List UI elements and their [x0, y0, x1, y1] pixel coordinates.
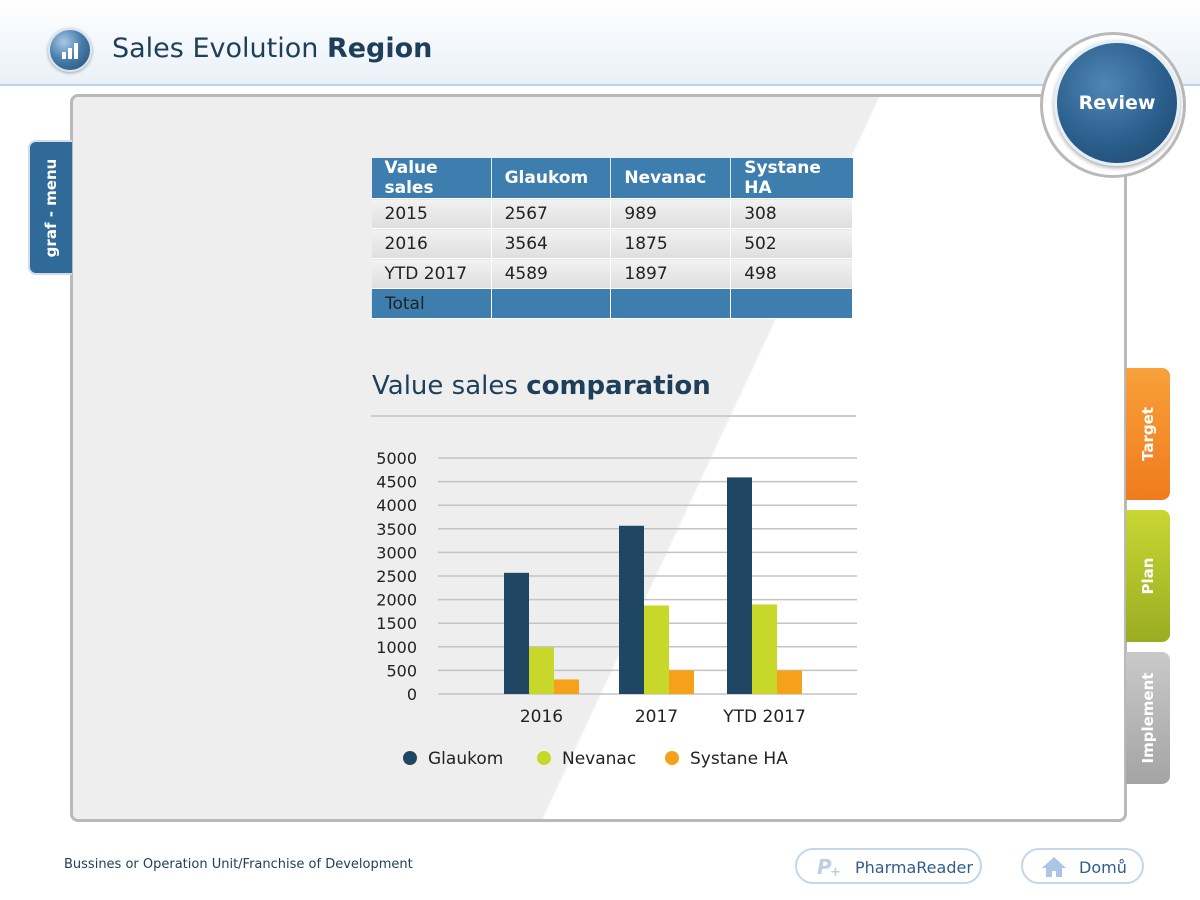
table-row: 2016 3564 1875 502: [371, 228, 853, 259]
table-cell: 502: [730, 228, 853, 259]
bar-nevanac: [752, 604, 777, 694]
y-tick-label: 1500: [376, 614, 417, 633]
tab-plan[interactable]: Plan: [1126, 510, 1170, 642]
bar-nevanac: [529, 647, 554, 694]
legend-swatch: [537, 751, 551, 765]
chart-title-divider: [371, 415, 856, 417]
chart-title-bold: comparation: [526, 371, 711, 401]
x-tick-label: 2016: [520, 707, 563, 727]
header-bar: Sales Evolution Region: [0, 0, 1200, 86]
x-tick-label: YTD 2017: [722, 707, 806, 727]
table-cell: YTD 2017: [371, 258, 492, 289]
y-tick-label: 5000: [376, 449, 417, 468]
table-cell: 308: [730, 198, 853, 229]
page-title-bold: Region: [326, 33, 433, 64]
table-row: YTD 2017 4589 1897 498: [371, 258, 853, 289]
x-tick-label: 2017: [635, 707, 678, 727]
review-label: Review: [1078, 92, 1156, 114]
chart-title-regular: Value sales: [372, 371, 518, 401]
table-cell: 4589: [490, 258, 612, 289]
pharmareader-button[interactable]: P + PharmaReader: [795, 848, 982, 884]
bar-glaukom: [727, 477, 752, 694]
tab-graf-menu-label: graf - menu: [42, 158, 60, 257]
tab-implement[interactable]: Implement: [1126, 652, 1170, 784]
table-cell: 2016: [371, 228, 492, 259]
value-sales-bar-chart: 0 500 1000 1500 2000 2500 3000 3500 4000 4500 5000…: [376, 449, 857, 769]
bar-glaukom: [619, 525, 644, 694]
chart-logo-icon: [48, 28, 92, 72]
tab-target-label: Target: [1139, 407, 1157, 461]
table-cell: 2567: [490, 198, 612, 229]
tab-implement-label: Implement: [1139, 672, 1157, 764]
table-header-row: Value sales Glaukom Nevanac Systane HA: [371, 158, 853, 199]
y-tick-label: 500: [386, 661, 417, 680]
y-tick-label: 4500: [376, 473, 417, 492]
table-header-cell: Systane HA: [730, 158, 853, 199]
table-cell: 2015: [371, 198, 492, 229]
tab-plan-label: Plan: [1139, 557, 1157, 595]
home-label: Domů: [1079, 858, 1127, 877]
home-icon: [1042, 857, 1066, 877]
value-sales-table: Value sales Glaukom Nevanac Systane HA 2…: [371, 158, 853, 319]
legend-label: Systane HA: [690, 749, 788, 769]
tab-target[interactable]: Target: [1126, 368, 1170, 500]
y-tick-label: 3500: [376, 520, 417, 539]
table-cell: 1897: [610, 258, 732, 289]
table-total-cell: [730, 288, 853, 319]
pharmareader-icon: P +: [817, 855, 841, 879]
y-tick-label: 0: [407, 685, 417, 704]
table-total-cell: [610, 288, 732, 319]
legend-label: Nevanac: [562, 749, 636, 769]
bar-nevanac: [644, 605, 669, 694]
table-total-cell: [490, 288, 612, 319]
page-title: Sales Evolution Region: [112, 33, 432, 64]
legend-swatch: [403, 751, 417, 765]
bar-systane-ha: [777, 670, 802, 694]
y-tick-label: 2000: [376, 591, 417, 610]
y-tick-label: 4000: [376, 496, 417, 515]
svg-text:P: P: [817, 855, 832, 879]
table-cell: 1875: [610, 228, 732, 259]
table-header-cell: Value sales: [371, 158, 492, 199]
tab-graf-menu[interactable]: graf - menu: [28, 140, 72, 275]
bar-glaukom: [504, 572, 529, 694]
table-header-cell: Nevanac: [610, 158, 731, 199]
home-button[interactable]: Domů: [1021, 848, 1144, 884]
table-row: 2015 2567 989 308: [371, 198, 853, 229]
bar-systane-ha: [669, 670, 694, 694]
y-tick-label: 3000: [376, 543, 417, 562]
table-total-label: Total: [371, 288, 492, 319]
bar-systane-ha: [554, 679, 579, 694]
legend-swatch: [665, 751, 679, 765]
pharmareader-label: PharmaReader: [855, 858, 973, 877]
legend-label: Glaukom: [428, 749, 503, 769]
table-header-cell: Glaukom: [490, 158, 611, 199]
review-button[interactable]: Review: [1054, 40, 1180, 166]
table-total-row: Total: [371, 288, 853, 319]
footer-text: Bussines or Operation Unit/Franchise of …: [64, 857, 413, 872]
table-cell: 989: [610, 198, 732, 229]
table-cell: 498: [730, 258, 853, 289]
svg-text:+: +: [830, 865, 841, 879]
y-tick-label: 1000: [376, 638, 417, 657]
page-title-regular: Sales Evolution: [112, 33, 319, 64]
table-cell: 3564: [490, 228, 612, 259]
chart-title: Value sales comparation: [372, 371, 711, 401]
y-tick-label: 2500: [376, 567, 417, 586]
